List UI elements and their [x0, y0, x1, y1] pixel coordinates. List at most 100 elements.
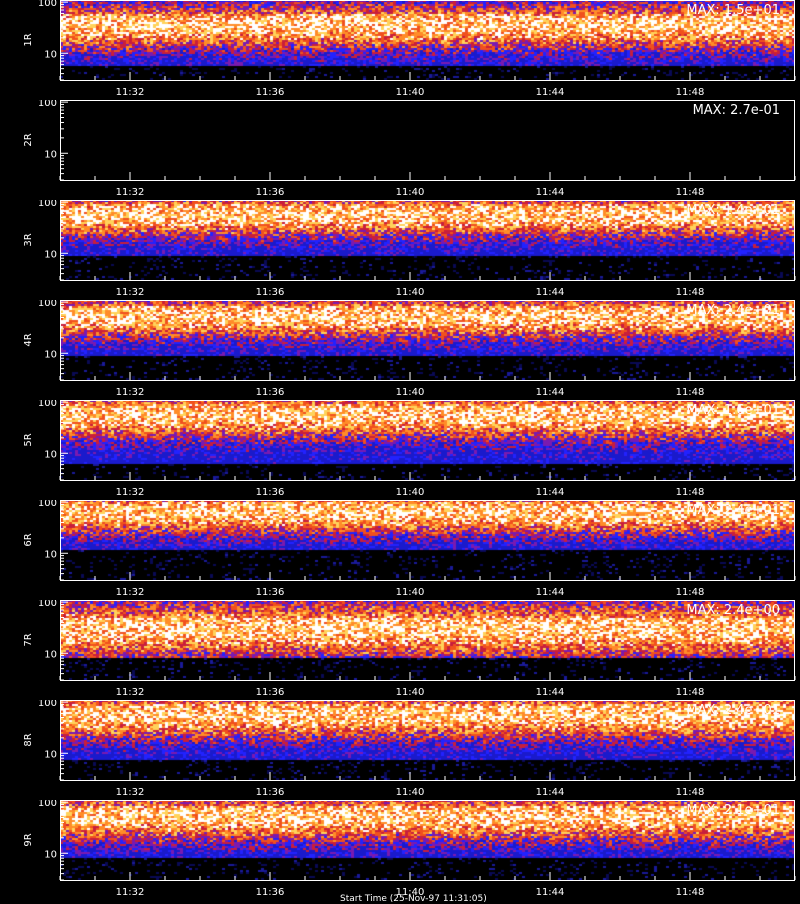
x-tick-label: 11:36 — [256, 587, 285, 598]
x-tick-label: 11:36 — [256, 887, 285, 898]
panel-9R-heatmap-canvas — [60, 800, 795, 880]
panel-6R-heatmap — [60, 500, 795, 580]
y-tick-label: 100 — [38, 0, 57, 9]
x-tick-label: 11:44 — [536, 787, 565, 798]
x-tick-label: 11:44 — [536, 487, 565, 498]
panel-3R-heatmap-canvas — [60, 200, 795, 280]
x-tick-label: 11:32 — [116, 487, 145, 498]
x-tick-label: 11:48 — [676, 387, 705, 398]
x-tick-label: 11:40 — [396, 87, 425, 98]
panel-6R: 10 100 11:32 11:36 11:40 11:44 11:48 6R MAX: 2.4… — [0, 500, 800, 600]
x-tick-label: 11:36 — [256, 187, 285, 198]
panel-3R-frame — [60, 200, 795, 281]
x-tick-label: 11:40 — [396, 387, 425, 398]
panel-label: 3R — [23, 233, 34, 246]
y-tick-label: 10 — [44, 549, 57, 560]
x-tick-label: 11:48 — [676, 687, 705, 698]
x-tick-label: 11:48 — [676, 187, 705, 198]
panel-4R-svg: 10 100 11:32 11:36 11:40 11:44 11:48 4R MAX: 2.4… — [23, 300, 796, 398]
y-tick-label: 100 — [38, 600, 57, 609]
panel-label: 5R — [23, 433, 34, 446]
max-label: MAX: 2.4e+01 — [686, 703, 780, 718]
y-tick-label: 10 — [44, 149, 57, 160]
x-tick-label: 11:36 — [256, 87, 285, 98]
x-tick-label: 11:48 — [676, 887, 705, 898]
y-tick-label: 100 — [38, 700, 57, 709]
x-tick-label: 11:44 — [536, 887, 565, 898]
y-tick-label: 100 — [38, 300, 57, 309]
panel-8R-heatmap — [60, 700, 795, 780]
x-tick-label: 11:32 — [116, 387, 145, 398]
y-tick-label: 100 — [38, 400, 57, 409]
x-tick-label: 11:40 — [396, 187, 425, 198]
max-label: MAX: 2.4e+01 — [686, 303, 780, 318]
x-tick-label: 11:32 — [116, 187, 145, 198]
panel-2R-heatmap-canvas — [60, 100, 795, 180]
panel-4R-heatmap-canvas — [60, 300, 795, 380]
x-tick-label: 11:36 — [256, 787, 285, 798]
panel-3R: 10 100 11:32 11:36 11:40 11:44 11:48 3R MAX: 1.4… — [0, 200, 800, 300]
max-label: MAX: 2.4e+00 — [686, 603, 780, 618]
panel-5R-heatmap-canvas — [60, 400, 795, 480]
x-tick-label: 11:36 — [256, 287, 285, 298]
y-tick-label: 10 — [44, 49, 57, 60]
y-tick-label: 10 — [44, 349, 57, 360]
panel-9R-frame — [60, 800, 795, 881]
panel-1R-svg: 10 100 11:32 11:36 11:40 11:44 11:48 1R MAX: 1.5… — [23, 0, 796, 98]
panel-4R-frame — [60, 300, 795, 381]
panel-8R: 10 100 11:32 11:36 11:40 11:44 11:48 8R MAX: 2.4… — [0, 700, 800, 800]
panel-9R-svg: 10 100 11:32 11:36 11:40 11:44 11:48 9R MAX: 2.1… — [23, 800, 796, 898]
x-tick-label: 11:40 — [396, 687, 425, 698]
panel-5R-heatmap — [60, 400, 795, 480]
x-tick-label: 11:44 — [536, 287, 565, 298]
x-tick-label: 11:40 — [396, 587, 425, 598]
x-tick-label: 11:32 — [116, 587, 145, 598]
panel-label: 1R — [23, 33, 34, 46]
panel-label: 4R — [23, 333, 34, 346]
panel-7R: 10 100 11:32 11:36 11:40 11:44 11:48 7R MAX: 2.4… — [0, 600, 800, 700]
x-tick-label: 11:36 — [256, 387, 285, 398]
x-tick-label: 11:40 — [396, 487, 425, 498]
panel-1R-heatmap — [60, 0, 795, 80]
panel-5R-svg: 10 100 11:32 11:36 11:40 11:44 11:48 5R MAX: 1.6… — [23, 400, 796, 498]
x-tick-label: 11:48 — [676, 787, 705, 798]
panel-7R-heatmap-canvas — [60, 600, 795, 680]
x-tick-label: 11:44 — [536, 687, 565, 698]
max-label: MAX: 1.6e+01 — [686, 403, 780, 418]
panel-3R-heatmap — [60, 200, 795, 280]
panel-9R-heatmap — [60, 800, 795, 880]
x-tick-label: 11:48 — [676, 87, 705, 98]
x-axis-title: Start Time (25-Nov-97 11:31:05) — [340, 894, 487, 904]
y-tick-label: 10 — [44, 249, 57, 260]
x-tick-label: 11:44 — [536, 587, 565, 598]
panel-7R-frame — [60, 600, 795, 681]
panel-1R: 10 100 11:32 11:36 11:40 11:44 11:48 1R MAX: 1.5… — [0, 0, 800, 100]
x-tick-label: 11:32 — [116, 287, 145, 298]
max-label: MAX: 1.5e+01 — [686, 3, 780, 18]
panel-2R-heatmap — [60, 100, 795, 180]
x-tick-label: 11:48 — [676, 487, 705, 498]
panel-1R-frame — [60, 0, 795, 81]
x-tick-label: 11:32 — [116, 687, 145, 698]
y-tick-label: 10 — [44, 449, 57, 460]
y-tick-label: 100 — [38, 500, 57, 509]
panel-7R-heatmap — [60, 600, 795, 680]
panel-4R-heatmap — [60, 300, 795, 380]
x-tick-label: 11:40 — [396, 887, 425, 898]
y-tick-label: 100 — [38, 100, 57, 109]
panel-6R-svg: 10 100 11:32 11:36 11:40 11:44 11:48 6R MAX: 2.4… — [23, 500, 796, 598]
x-tick-label: 11:40 — [396, 287, 425, 298]
panel-7R-svg: 10 100 11:32 11:36 11:40 11:44 11:48 7R MAX: 2.4… — [23, 600, 796, 698]
panel-8R-frame — [60, 700, 795, 781]
x-tick-label: 11:32 — [116, 787, 145, 798]
panel-8R-heatmap-canvas — [60, 700, 795, 780]
x-tick-label: 11:36 — [256, 487, 285, 498]
panel-6R-frame — [60, 500, 795, 581]
panel-2R: 10 100 11:32 11:36 11:40 11:44 11:48 2R MAX: 2.7… — [0, 100, 800, 200]
max-label: MAX: 2.1e+01 — [686, 803, 780, 818]
x-tick-label: 11:32 — [116, 887, 145, 898]
max-label: MAX: 1.4e+01 — [686, 203, 780, 218]
max-label: MAX: 2.7e-01 — [693, 103, 780, 118]
max-label: MAX: 2.4e+01 — [686, 503, 780, 518]
